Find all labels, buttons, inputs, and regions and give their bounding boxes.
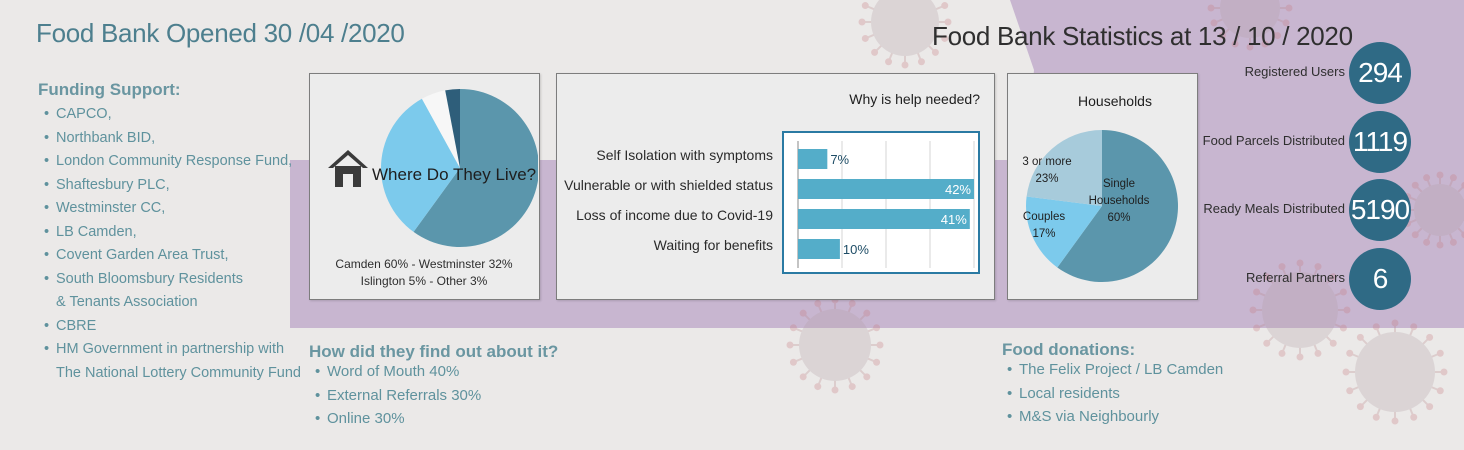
why-bar-value-label: 7% (830, 152, 849, 167)
funding-item-text: CAPCO, (56, 106, 112, 122)
donations-heading: Food donations: (1002, 340, 1136, 359)
virus-icon (1342, 319, 1448, 425)
funding-list: CAPCO, Northbank BID, London Community Res… (44, 103, 301, 385)
stat-value-badge: 6 (1349, 248, 1411, 310)
why-bar (798, 149, 828, 169)
virus-icon (1207, 0, 1293, 51)
find-out-item-text: Word of Mouth 40% (327, 363, 460, 380)
funding-item-text: London Community Response Fund, (56, 153, 293, 169)
households-pie-chart: Single Households 60% Couples 17% 3 or more 23… (1022, 130, 1178, 282)
funding-item: Westminster CC, (44, 197, 301, 221)
why-bar (798, 179, 974, 199)
virus-decorations (786, 0, 1464, 425)
donation-item: M&S via Neighbourly (1007, 405, 1223, 429)
where-pie-slice (381, 98, 460, 232)
households-slice-label: Single (1103, 178, 1135, 190)
donations-list: The Felix Project / LB Camden Local resid… (1007, 358, 1223, 429)
stat-value-badge: 5190 (1349, 179, 1411, 241)
funding-item-text: CBRE (56, 317, 97, 334)
house-icon (328, 150, 368, 187)
funding-item-text: Northbank BID, (56, 129, 156, 146)
find-out-item-text: Online 30% (327, 410, 405, 427)
where-chart-title: Where Do They Live? (372, 165, 536, 184)
households-pie-slice (1026, 130, 1102, 206)
donation-item-text: M&S via Neighbourly (1019, 408, 1160, 425)
virus-icon (786, 296, 884, 394)
why-bar-plot-frame: 7% 42% 41% 10% (782, 131, 980, 274)
where-caption-line2: Islington 5% - Other 3% (360, 274, 488, 288)
virus-icon (1249, 259, 1351, 361)
find-out-item-text: External Referrals 30% (327, 386, 482, 404)
why-bar-value-label: 41% (941, 212, 967, 227)
funding-item-text: Westminster CC, (56, 200, 166, 216)
why-category-label: Vulnerable or with shielded status (564, 177, 773, 193)
funding-item-text: Shaftesbury PLC, (56, 176, 170, 193)
why-bar-chart: 7% 42% 41% 10% (797, 141, 975, 268)
where-panel: Where Do They Live? Camden 60% - Westmin… (309, 73, 540, 300)
stat-label: Food Parcels Distributed (1202, 133, 1345, 148)
find-out-item: Online 30% (315, 407, 481, 431)
find-out-item: External Referrals 30% (315, 384, 481, 408)
funding-item: Northbank BID, (44, 127, 301, 151)
funding-item: South Bloomsbury Residents & Tenants Asso… (44, 268, 301, 315)
stats-title: Food Bank Statistics at 13 / 10 / 2020 (932, 21, 1353, 51)
households-pie-slice (1057, 130, 1178, 282)
why-chart-title: Why is help needed? (849, 91, 980, 107)
households-slice-label: 17% (1032, 228, 1055, 240)
where-caption-line1: Camden 60% - Westminster 32% (335, 257, 513, 271)
stat-value-badge: 1119 (1349, 111, 1411, 173)
find-out-list: Word of Mouth 40% External Referrals 30% O… (315, 360, 481, 431)
households-slice-label: Households (1089, 195, 1150, 207)
funding-item-text: South Bloomsbury Residents (56, 270, 243, 287)
find-out-item: Word of Mouth 40% (315, 360, 481, 384)
households-slice-label: 23% (1035, 173, 1058, 185)
where-pie-slice (421, 90, 460, 168)
funding-item: CAPCO, (44, 103, 301, 127)
donation-item: The Felix Project / LB Camden (1007, 358, 1223, 382)
donation-item-text: Local residents (1019, 384, 1120, 402)
stat-label: Ready Meals Distributed (1203, 201, 1345, 216)
stat-label: Referral Partners (1246, 270, 1345, 285)
why-panel: Why is help needed? Self Isolation with … (556, 73, 995, 300)
funding-item: London Community Response Fund, (44, 150, 301, 174)
funding-item: HM Government in partnership with The Nat… (44, 338, 301, 385)
find-out-heading: How did they find out about it? (309, 342, 559, 361)
where-caption: Camden 60% - Westminster 32% Islington 5… (310, 256, 538, 290)
donation-item: Local residents (1007, 382, 1223, 406)
why-category-label: Loss of income due to Covid-19 (576, 207, 773, 223)
where-pie-slice (445, 89, 460, 168)
funding-item: Covent Garden Area Trust, (44, 244, 301, 268)
where-pie-chart: Where Do They Live? (328, 89, 538, 247)
why-bar (798, 209, 970, 229)
stat-label: Registered Users (1244, 64, 1345, 79)
households-title: Households (1078, 93, 1152, 109)
where-pie-slice (413, 89, 538, 247)
funding-item-text: Covent Garden Area Trust, (56, 247, 229, 263)
why-bar-value-label: 42% (945, 182, 971, 197)
households-slice-label: 3 or more (1022, 156, 1071, 168)
households-slice-label: Couples (1023, 211, 1065, 223)
households-slice-label: 60% (1107, 212, 1130, 224)
why-category-label: Waiting for benefits (653, 237, 773, 253)
funding-item-text: The National Lottery Community Fund (56, 364, 301, 381)
page-title: Food Bank Opened 30 /04 /2020 (36, 18, 405, 48)
funding-item: CBRE (44, 315, 301, 339)
funding-heading: Funding Support: (38, 80, 181, 99)
why-category-label: Self Isolation with symptoms (596, 147, 773, 163)
households-panel: Households Single Households 60% Couples 17%… (1007, 73, 1198, 300)
funding-item-text: HM Government in partnership with (56, 341, 285, 357)
funding-item: Shaftesbury PLC, (44, 174, 301, 198)
funding-item-text: LB Camden, (56, 223, 137, 240)
funding-item-text: & Tenants Association (56, 294, 198, 310)
donation-item-text: The Felix Project / LB Camden (1019, 361, 1224, 378)
stat-value-badge: 294 (1349, 42, 1411, 104)
virus-icon (858, 0, 952, 69)
funding-item: LB Camden, (44, 221, 301, 245)
why-bar (798, 239, 840, 259)
why-bar-value-label: 10% (843, 242, 869, 257)
households-pie-slice (1026, 196, 1102, 268)
